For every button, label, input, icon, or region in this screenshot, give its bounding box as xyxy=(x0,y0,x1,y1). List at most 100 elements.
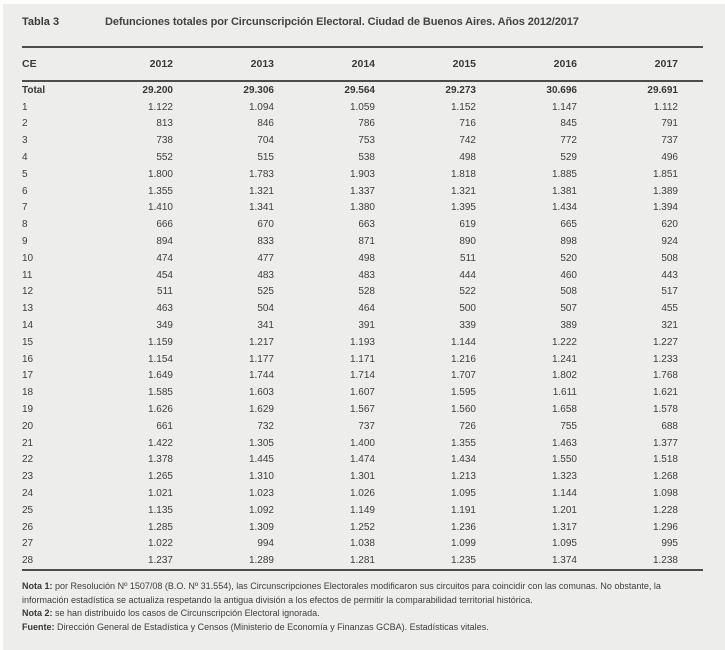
cell-value: 995 xyxy=(661,538,678,550)
cell-value: 1.463 xyxy=(551,437,577,449)
cell-value: 1.098 xyxy=(652,488,678,500)
note-1: Nota 1: por Resolución Nº 1507/08 (B.O. … xyxy=(22,580,703,607)
cell-value: 1.233 xyxy=(652,353,678,365)
cell-value: 1.518 xyxy=(652,454,678,466)
table-row-14: 14 349 341 391 339 389 321 xyxy=(22,317,703,334)
cell-value: 833 xyxy=(257,236,274,248)
table-row-12: 12 511 525 528 522 508 517 xyxy=(22,284,703,301)
cell-value: 1.395 xyxy=(450,202,476,214)
table-row-1: 1 1.122 1.094 1.059 1.152 1.147 1.112 xyxy=(22,99,703,116)
cell-value: 1.095 xyxy=(450,488,476,500)
table-notes: Nota 1: por Resolución Nº 1507/08 (B.O. … xyxy=(22,580,703,634)
deaths-by-district-table: CE 2012 2013 2014 2015 2016 2017 Total 29.200 29… xyxy=(22,46,703,572)
table-row-24: 24 1.021 1.023 1.026 1.095 1.144 1.098 xyxy=(22,485,703,502)
row-label: 4 xyxy=(22,152,28,164)
cell-value: 477 xyxy=(257,252,274,264)
cell-value: 726 xyxy=(459,420,476,432)
cell-value: 1.309 xyxy=(248,521,274,533)
cell-value: 1.355 xyxy=(450,437,476,449)
col-header-year-2017: 2017 xyxy=(602,46,703,82)
cell-value: 1.567 xyxy=(349,404,375,416)
row-label: 28 xyxy=(22,552,97,572)
cell-value: 1.135 xyxy=(147,504,173,516)
cell-value: 1.474 xyxy=(349,454,375,466)
cell-value: 1.092 xyxy=(248,504,274,516)
row-label: 27 xyxy=(22,538,34,550)
cell-value: 444 xyxy=(459,269,476,281)
cell-value: 1.378 xyxy=(147,454,173,466)
cell-value: 661 xyxy=(156,420,173,432)
cell-value: 1.768 xyxy=(652,370,678,382)
note-2-text: se han distribuido los casos de Circunsc… xyxy=(55,608,320,619)
cell-value: 1.144 xyxy=(551,488,577,500)
cell-value: 1.595 xyxy=(450,387,476,399)
cell-value: 1.389 xyxy=(652,185,678,197)
cell-value: 522 xyxy=(459,286,476,298)
cell-value: 1.885 xyxy=(551,168,577,180)
row-label: 20 xyxy=(22,420,34,432)
row-label: 25 xyxy=(22,504,34,516)
cell-value: 1.228 xyxy=(652,504,678,516)
cell-value: 994 xyxy=(257,538,274,550)
cell-value: 30.696 xyxy=(546,84,577,96)
cell-value: 1.560 xyxy=(450,404,476,416)
cell-value: 1.321 xyxy=(450,185,476,197)
cell-value: 1.281 xyxy=(299,552,400,572)
cell-value: 1.585 xyxy=(147,387,173,399)
row-label: 8 xyxy=(22,219,28,231)
cell-value: 742 xyxy=(459,135,476,147)
cell-value: 29.273 xyxy=(445,84,476,96)
cell-value: 1.434 xyxy=(551,202,577,214)
cell-value: 500 xyxy=(459,303,476,315)
cell-value: 753 xyxy=(358,135,375,147)
cell-value: 1.649 xyxy=(147,370,173,382)
table-row-19: 19 1.626 1.629 1.567 1.560 1.658 1.578 xyxy=(22,401,703,418)
cell-value: 1.268 xyxy=(652,471,678,483)
cell-value: 321 xyxy=(661,320,678,332)
table-row-22: 22 1.378 1.445 1.474 1.434 1.550 1.518 xyxy=(22,452,703,469)
table-row-10: 10 474 477 498 511 520 508 xyxy=(22,250,703,267)
cell-value: 29.306 xyxy=(243,84,274,96)
cell-value: 1.317 xyxy=(551,521,577,533)
col-header-year-2016: 2016 xyxy=(501,46,602,82)
cell-value: 1.321 xyxy=(248,185,274,197)
cell-value: 1.265 xyxy=(147,471,173,483)
cell-value: 1.191 xyxy=(450,504,476,516)
cell-value: 1.171 xyxy=(349,353,375,365)
table-row-17: 17 1.649 1.744 1.714 1.707 1.802 1.768 xyxy=(22,368,703,385)
table-row-18: 18 1.585 1.603 1.607 1.595 1.611 1.621 xyxy=(22,384,703,401)
cell-value: 1.193 xyxy=(349,336,375,348)
table-row-5: 5 1.800 1.783 1.903 1.818 1.885 1.851 xyxy=(22,166,703,183)
cell-value: 1.410 xyxy=(147,202,173,214)
cell-value: 1.607 xyxy=(349,387,375,399)
cell-value: 619 xyxy=(459,219,476,231)
cell-value: 890 xyxy=(459,236,476,248)
cell-value: 508 xyxy=(560,286,577,298)
cell-value: 496 xyxy=(661,152,678,164)
cell-value: 1.059 xyxy=(349,101,375,113)
table-row-13: 13 463 504 464 500 507 455 xyxy=(22,300,703,317)
row-label: 5 xyxy=(22,168,28,180)
cell-value: 1.374 xyxy=(501,552,602,572)
note-2: Nota 2: se han distribuido los casos de … xyxy=(22,607,703,621)
cell-value: 1.122 xyxy=(147,101,173,113)
cell-value: 520 xyxy=(560,252,577,264)
cell-value: 1.285 xyxy=(147,521,173,533)
table-row-7: 7 1.410 1.341 1.380 1.395 1.434 1.394 xyxy=(22,200,703,217)
cell-value: 738 xyxy=(156,135,173,147)
cell-value: 1.241 xyxy=(551,353,577,365)
table-row-23: 23 1.265 1.310 1.301 1.213 1.323 1.268 xyxy=(22,468,703,485)
row-label: 10 xyxy=(22,252,34,264)
cell-value: 1.578 xyxy=(652,404,678,416)
table-row-28: 28 1.237 1.289 1.281 1.235 1.374 1.238 xyxy=(22,552,703,572)
row-label: 16 xyxy=(22,353,34,365)
cell-value: 1.227 xyxy=(652,336,678,348)
table-row-26: 26 1.285 1.309 1.252 1.236 1.317 1.296 xyxy=(22,519,703,536)
table-row-6: 6 1.355 1.321 1.337 1.321 1.381 1.389 xyxy=(22,183,703,200)
table-row-21: 21 1.422 1.305 1.400 1.355 1.463 1.377 xyxy=(22,435,703,452)
cell-value: 464 xyxy=(358,303,375,315)
cell-value: 1.213 xyxy=(450,471,476,483)
cell-value: 483 xyxy=(358,269,375,281)
cell-value: 508 xyxy=(661,252,678,264)
cell-value: 29.691 xyxy=(647,84,678,96)
